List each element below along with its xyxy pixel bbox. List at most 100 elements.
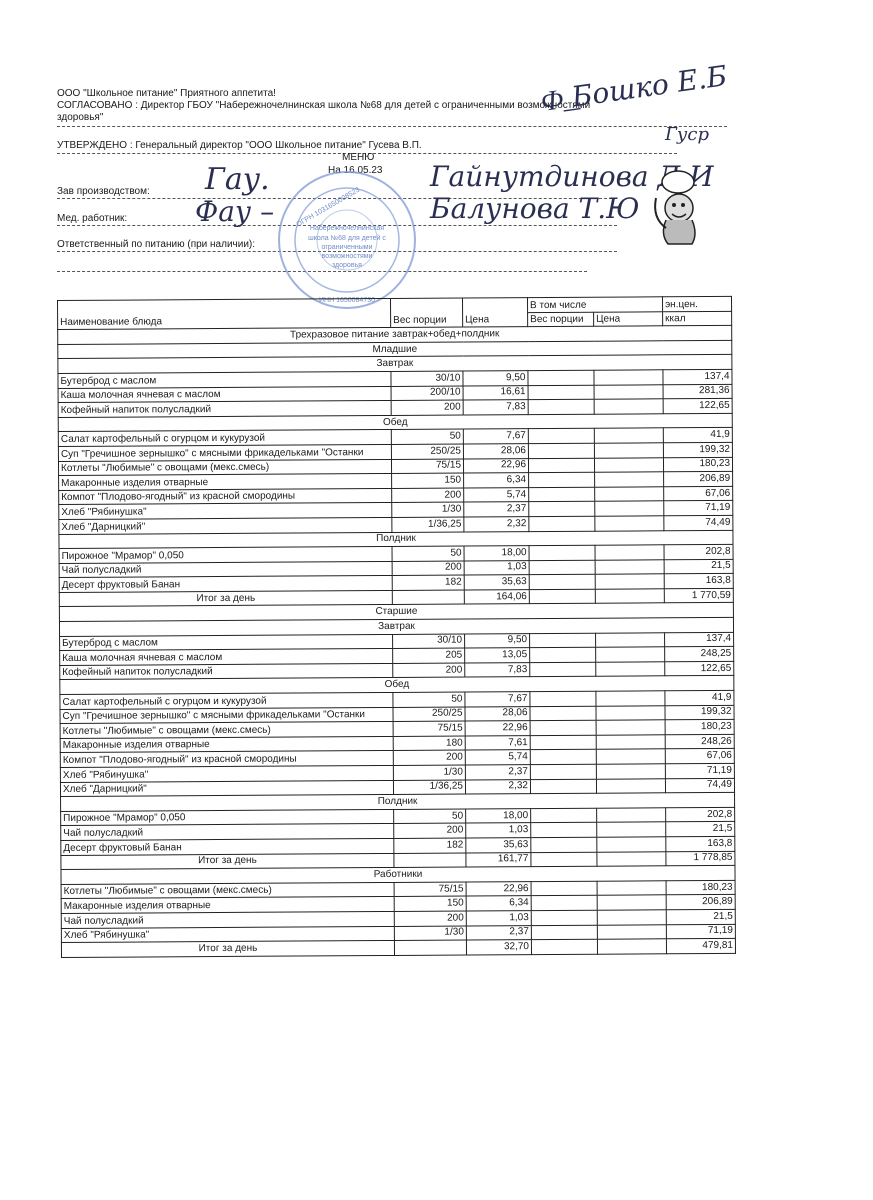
kcal: 206,89 bbox=[663, 471, 733, 487]
sub-weight bbox=[529, 647, 596, 663]
header-sub-price: Цена bbox=[593, 311, 663, 327]
production-head-initials: Гау. bbox=[205, 162, 270, 197]
portion-weight: 200 bbox=[393, 750, 466, 766]
sub-price bbox=[595, 647, 665, 663]
sub-price bbox=[595, 690, 666, 706]
sub-price bbox=[597, 924, 667, 940]
sub-weight bbox=[530, 851, 597, 867]
price: 28,06 bbox=[464, 706, 531, 722]
divider bbox=[57, 198, 617, 199]
sub-weight bbox=[529, 574, 596, 590]
portion-weight: 50 bbox=[391, 429, 464, 445]
portion-weight: 150 bbox=[391, 473, 464, 489]
header-kcal: ккал bbox=[662, 310, 732, 326]
sub-price bbox=[594, 457, 664, 473]
portion-weight: 50 bbox=[393, 808, 466, 824]
sub-price bbox=[595, 544, 665, 560]
kcal: 67,06 bbox=[663, 486, 733, 502]
medic-label: Мед. работник: bbox=[57, 213, 128, 224]
sub-weight bbox=[530, 837, 597, 853]
price: 35,63 bbox=[465, 837, 531, 853]
sub-weight bbox=[529, 691, 596, 707]
director-signature: Ф͟ Бошко Е.Б bbox=[538, 59, 730, 118]
divider bbox=[57, 126, 727, 127]
sub-weight bbox=[531, 939, 598, 955]
total-price: 164,06 bbox=[464, 589, 530, 605]
sub-weight bbox=[530, 764, 597, 780]
sub-weight bbox=[530, 749, 597, 765]
sub-price bbox=[597, 895, 667, 911]
sub-price bbox=[594, 515, 664, 531]
portion-weight: 30/10 bbox=[392, 633, 465, 649]
kcal: 202,8 bbox=[664, 544, 734, 560]
responsible-label: Ответственный по питанию (при наличии): bbox=[57, 239, 256, 250]
sub-price bbox=[595, 705, 666, 721]
kcal: 281,36 bbox=[663, 383, 733, 399]
price: 7,67 bbox=[464, 691, 530, 707]
portion-weight: 75/15 bbox=[394, 881, 467, 897]
kcal: 74,49 bbox=[665, 777, 735, 793]
portion-weight: 180 bbox=[393, 735, 466, 751]
sub-price bbox=[594, 398, 664, 414]
sub-weight bbox=[529, 632, 596, 648]
sub-price bbox=[597, 909, 667, 925]
price: 7,67 bbox=[463, 428, 529, 444]
kcal: 71,19 bbox=[666, 923, 736, 939]
header-dish-name: Наименование блюда bbox=[57, 298, 391, 330]
portion-weight: 250/25 bbox=[392, 706, 466, 722]
sub-price bbox=[596, 734, 666, 750]
menu-title: МЕНЮ bbox=[342, 152, 375, 163]
sub-weight bbox=[530, 720, 597, 736]
portion-weight: 200 bbox=[391, 487, 464, 503]
sub-price bbox=[595, 632, 665, 648]
portion-weight: 1/30 bbox=[393, 765, 466, 781]
svg-text:ОГРН 1031650008523: ОГРН 1031650008523 bbox=[296, 187, 362, 229]
svg-text:здоровья: здоровья bbox=[332, 262, 362, 269]
sub-price bbox=[596, 749, 666, 765]
sub-weight bbox=[531, 924, 598, 940]
kcal: 180,23 bbox=[663, 456, 733, 472]
portion-weight: 75/15 bbox=[391, 458, 464, 474]
kcal: 199,32 bbox=[665, 704, 735, 721]
price: 9,50 bbox=[464, 633, 530, 649]
divider bbox=[57, 153, 677, 154]
portion-weight: 75/15 bbox=[393, 721, 466, 737]
sub-price bbox=[596, 851, 666, 867]
sub-price bbox=[594, 501, 664, 517]
portion-weight: 250/25 bbox=[391, 443, 464, 459]
kcal: 137,4 bbox=[662, 369, 733, 385]
portion-weight: 1/36,25 bbox=[391, 516, 464, 532]
kcal: 163,8 bbox=[665, 836, 735, 852]
price: 6,34 bbox=[466, 895, 532, 911]
portion-weight: 1/30 bbox=[394, 925, 467, 941]
kcal: 21,5 bbox=[666, 909, 736, 925]
price: 28,06 bbox=[463, 443, 529, 459]
chef-mascot-icon bbox=[654, 170, 696, 245]
sub-price bbox=[595, 588, 665, 604]
divider bbox=[57, 225, 617, 226]
price: 2,32 bbox=[465, 779, 531, 795]
header-sub-weight: Вес порции bbox=[527, 311, 594, 327]
total-row: Итог за день 32,70 479,81 bbox=[61, 938, 736, 958]
portion-weight: 150 bbox=[394, 896, 467, 912]
menu-table: Наименование блюда Вес порции Цена В том… bbox=[57, 296, 736, 958]
sub-weight bbox=[528, 457, 595, 473]
kcal: 248,26 bbox=[665, 734, 735, 750]
sub-price bbox=[594, 486, 664, 502]
sub-weight bbox=[528, 486, 595, 502]
portion-weight: 1/30 bbox=[391, 502, 464, 518]
sub-weight bbox=[528, 384, 595, 400]
price: 2,37 bbox=[465, 764, 531, 780]
kcal: 137,4 bbox=[664, 632, 734, 648]
kcal: 71,19 bbox=[663, 500, 733, 516]
menu-date: На 16.05.23 bbox=[328, 165, 383, 176]
sub-weight bbox=[527, 370, 595, 386]
kcal: 21,5 bbox=[665, 821, 735, 837]
price: 7,61 bbox=[465, 735, 531, 751]
kcal: 180,23 bbox=[666, 880, 736, 896]
sub-weight bbox=[528, 516, 595, 532]
kcal: 41,9 bbox=[663, 427, 733, 443]
sub-weight bbox=[530, 807, 597, 823]
dish-name: Суп "Гречишное зернышко" с мясными фрика… bbox=[58, 444, 392, 462]
portion-weight: 50 bbox=[392, 692, 465, 708]
